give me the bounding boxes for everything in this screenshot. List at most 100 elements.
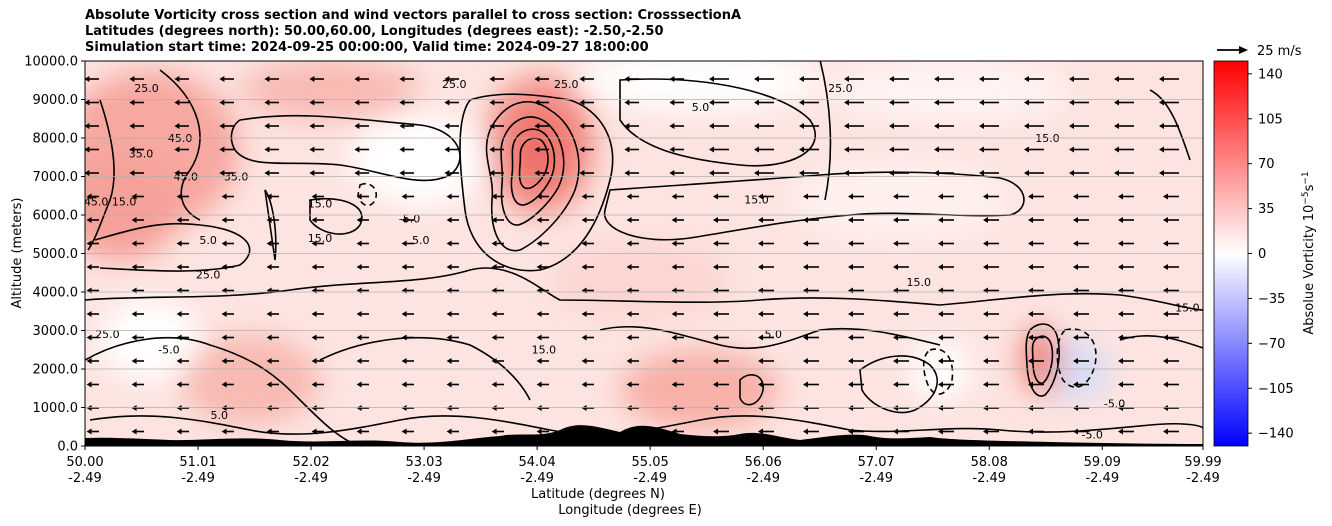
y-tick-label: 5000.0	[33, 247, 79, 262]
wind-vector	[799, 123, 819, 129]
wind-vector	[491, 405, 504, 411]
contour-label: 35.0	[129, 147, 154, 160]
wind-vector	[754, 76, 774, 82]
wind-vector	[983, 193, 999, 200]
wind-vector	[219, 146, 234, 153]
wind-vector	[758, 381, 774, 388]
wind-vector	[1024, 123, 1044, 129]
wind-vector	[979, 123, 999, 129]
wind-vector	[803, 240, 819, 247]
wind-vector	[1073, 217, 1089, 223]
wind-vector	[354, 99, 369, 106]
wind-vector	[401, 358, 414, 364]
wind-vector	[1118, 405, 1134, 411]
wind-vector	[754, 146, 774, 153]
wind-vector	[844, 76, 864, 82]
wind-vector	[174, 99, 189, 106]
wind-vector	[983, 334, 999, 341]
wind-vector	[758, 264, 774, 270]
wind-vector	[536, 358, 549, 364]
wind-vector	[1118, 193, 1134, 200]
wind-vector	[889, 76, 909, 82]
wind-vector	[219, 76, 234, 82]
y-tick-label: 0.0	[57, 440, 78, 455]
wind-vector	[803, 311, 819, 317]
wind-vector	[1073, 240, 1089, 247]
y-tick-label: 6000.0	[33, 209, 79, 224]
wind-vector	[356, 358, 369, 364]
wind-vector	[444, 76, 459, 82]
wind-vector	[671, 381, 684, 388]
wind-vector	[221, 334, 234, 341]
wind-vector	[266, 240, 279, 247]
wind-vector	[581, 358, 594, 364]
wind-vector	[671, 264, 684, 270]
wind-vector	[444, 170, 459, 176]
wind-vector	[1073, 264, 1089, 270]
wind-vector	[1069, 123, 1089, 129]
wind-vector	[446, 358, 459, 364]
wind-vector	[758, 405, 774, 411]
wind-vector	[489, 170, 504, 176]
x-tick-label-lon: -2.49	[520, 471, 554, 486]
wind-vector	[934, 146, 954, 153]
wind-vector	[803, 193, 819, 200]
colorbar-tick-label: 0	[1258, 247, 1266, 262]
contour-labels: 25.035.045.045.0 15.035.045.05.025.015.01…	[85, 78, 1200, 441]
contour-label: 25.0	[554, 78, 579, 91]
wind-vector	[356, 381, 369, 388]
wind-vector	[176, 381, 189, 388]
wind-vector	[489, 146, 504, 153]
wind-vector	[713, 428, 729, 435]
wind-vector	[309, 170, 324, 176]
wind-vector	[626, 193, 639, 200]
wind-vector	[491, 193, 504, 200]
wind-vector	[85, 170, 99, 176]
contour-label: 15.0	[532, 344, 557, 357]
wind-vector	[309, 146, 324, 153]
wind-vector	[444, 146, 459, 153]
wind-vector	[1028, 240, 1044, 247]
wind-vector	[934, 123, 954, 129]
colorbar-gradient	[1213, 60, 1249, 447]
colorbar-tick-label: 70	[1258, 157, 1275, 172]
wind-vector	[669, 99, 684, 106]
x-axis-label-longitude: Longitude (degrees E)	[558, 503, 702, 518]
wind-vector	[399, 123, 414, 129]
wind-vector	[709, 123, 729, 129]
wind-vector	[1118, 217, 1134, 223]
wind-vector	[86, 334, 99, 341]
wind-vector	[176, 334, 189, 341]
wind-vector	[983, 358, 999, 364]
contour-label: 25.0	[134, 82, 159, 95]
wind-vector	[803, 264, 819, 270]
wind-vector	[221, 193, 234, 200]
wind-vector	[1069, 146, 1089, 153]
wind-vector	[129, 123, 144, 129]
wind-vector	[938, 405, 954, 411]
colorbar-label: Absolue Vorticity 10−5s−1	[1301, 171, 1317, 334]
x-axis-ticks: 50.00-2.4951.01-2.4952.02-2.4953.03-2.49…	[66, 446, 1222, 486]
wind-vector	[1118, 381, 1134, 388]
wind-vector	[264, 146, 279, 153]
wind-vector	[264, 99, 279, 106]
wind-vector	[309, 99, 324, 106]
wind-vector	[401, 193, 414, 200]
wind-vector	[86, 264, 99, 270]
wind-vector	[536, 311, 549, 317]
wind-vector	[536, 193, 549, 200]
chart-title: Absolute Vorticity cross section and win…	[85, 8, 741, 56]
x-tick-label-lat: 55.05	[632, 455, 669, 470]
wind-vector	[356, 311, 369, 317]
wind-vector	[86, 311, 99, 317]
wind-vector	[221, 217, 234, 223]
wind-vector	[803, 334, 819, 341]
wind-vector	[401, 311, 414, 317]
wind-vector	[979, 170, 999, 176]
wind-vector	[893, 217, 909, 223]
vorticity-field: 25.035.045.045.0 15.035.045.05.025.015.01…	[85, 61, 1203, 446]
wind-vector	[848, 405, 864, 411]
colorbar-tick-label: −105	[1258, 382, 1294, 397]
wind-key-label: 25 m/s	[1257, 44, 1302, 59]
wind-vector	[536, 381, 549, 388]
